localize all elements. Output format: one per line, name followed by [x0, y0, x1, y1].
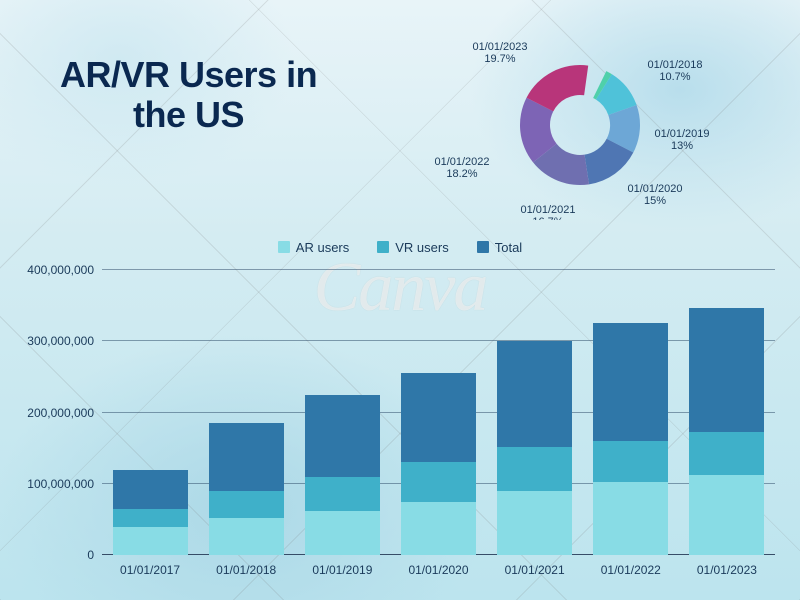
- bar-group: 01/01/2018: [198, 270, 294, 555]
- bar-segment: [305, 511, 380, 555]
- x-axis-label: 01/01/2018: [216, 563, 276, 577]
- y-axis-label: 200,000,000: [27, 406, 94, 420]
- title-line-1: AR/VR Users in: [60, 54, 317, 95]
- x-axis-label: 01/01/2017: [120, 563, 180, 577]
- donut-slice-label: 01/01/2020: [627, 183, 682, 195]
- page-title: AR/VR Users in the US: [60, 55, 317, 134]
- y-axis-label: 0: [87, 548, 94, 562]
- x-axis-label: 01/01/2019: [312, 563, 372, 577]
- bar-group: 01/01/2023: [679, 270, 775, 555]
- legend-swatch: [377, 241, 389, 253]
- donut-slice-pct: 13%: [671, 140, 693, 152]
- bar-group: 01/01/2021: [487, 270, 583, 555]
- bar-segment: [689, 432, 764, 475]
- bar-group: 01/01/2017: [102, 270, 198, 555]
- bar-segment: [497, 447, 572, 491]
- legend-swatch: [278, 241, 290, 253]
- bar-segment: [401, 373, 476, 462]
- bar-segment: [689, 475, 764, 555]
- bar-segment: [497, 491, 572, 555]
- bar-segment: [593, 323, 668, 441]
- bar-segment: [113, 527, 188, 556]
- bar-stack: [305, 395, 380, 555]
- legend-item: Total: [477, 240, 522, 255]
- bar-segment: [401, 502, 476, 555]
- title-line-2: the US: [133, 94, 244, 135]
- bar-segment: [209, 518, 284, 555]
- bar-group: 01/01/2019: [294, 270, 390, 555]
- bar-stack: [401, 373, 476, 555]
- bar-segment: [305, 395, 380, 477]
- donut-slice-pct: 18.2%: [446, 168, 477, 180]
- donut-slice-label: 01/01/2019: [654, 128, 709, 140]
- legend-item: VR users: [377, 240, 448, 255]
- donut-chart: 01/01/201810.7% 01/01/201913% 01/01/202015…: [400, 20, 760, 220]
- bar-group: 01/01/2020: [390, 270, 486, 555]
- bar-chart: 0100,000,000200,000,000300,000,000400,00…: [30, 270, 785, 585]
- x-axis-label: 01/01/2023: [697, 563, 757, 577]
- bar-stack: [209, 423, 284, 555]
- y-axis-label: 100,000,000: [27, 477, 94, 491]
- x-axis-label: 01/01/2021: [505, 563, 565, 577]
- legend: AR users VR users Total: [0, 240, 800, 255]
- donut-slice-pct: 10.7%: [659, 71, 690, 83]
- legend-label: Total: [495, 240, 522, 255]
- bar-segment: [401, 462, 476, 501]
- bar-group: 01/01/2022: [583, 270, 679, 555]
- donut-slice-label: 01/01/2023: [472, 41, 527, 53]
- donut-slice-label: 01/01/2021: [520, 204, 575, 216]
- bar-segment: [113, 470, 188, 509]
- donut-slice-pct: 19.7%: [484, 53, 515, 65]
- legend-label: VR users: [395, 240, 448, 255]
- legend-item: AR users: [278, 240, 349, 255]
- y-axis-label: 300,000,000: [27, 334, 94, 348]
- donut-slice-pct: 16.7%: [532, 216, 563, 220]
- donut-slice-label: 01/01/2022: [434, 156, 489, 168]
- bar-segment: [113, 509, 188, 527]
- bar-stack: [689, 308, 764, 555]
- bar-segment: [689, 308, 764, 433]
- bar-segment: [305, 477, 380, 511]
- bar-segment: [593, 482, 668, 555]
- bar-segment: [209, 423, 284, 491]
- donut-slice-label: 01/01/2018: [647, 59, 702, 71]
- bar-stack: [593, 323, 668, 555]
- y-axis-label: 400,000,000: [27, 263, 94, 277]
- bar-segment: [593, 441, 668, 482]
- x-axis-label: 01/01/2022: [601, 563, 661, 577]
- donut-slice-pct: 15%: [644, 195, 666, 207]
- bar-segment: [209, 491, 284, 518]
- bar-stack: [497, 341, 572, 555]
- legend-swatch: [477, 241, 489, 253]
- bar-segment: [497, 341, 572, 446]
- x-axis-label: 01/01/2020: [408, 563, 468, 577]
- legend-label: AR users: [296, 240, 349, 255]
- bars-row: 01/01/201701/01/201801/01/201901/01/2020…: [102, 270, 775, 555]
- bar-stack: [113, 470, 188, 556]
